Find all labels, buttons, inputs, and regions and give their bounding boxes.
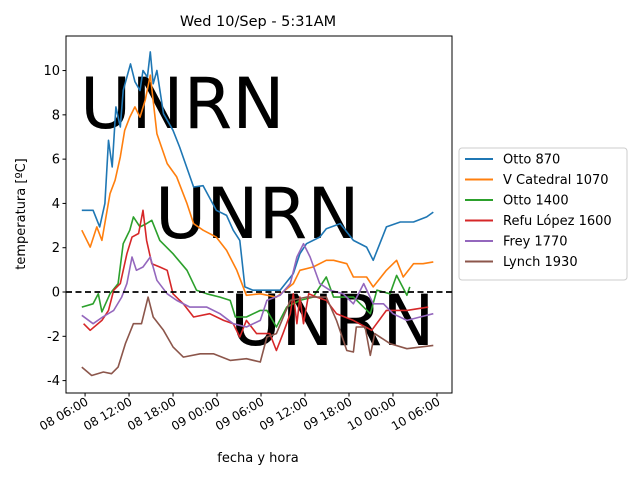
x-tick-label: 09 18:00 [301, 394, 354, 433]
legend-box [458, 147, 628, 281]
chart-title: Wed 10/Sep - 5:31AM [180, 14, 336, 30]
series-line-3 [83, 209, 429, 352]
series-line-0 [81, 51, 434, 292]
series-line-1 [81, 74, 434, 298]
y-tick-label: -4 [47, 374, 60, 389]
x-tick-label: 09 12:00 [257, 394, 310, 433]
x-tick-label: 10 00:00 [345, 394, 398, 433]
x-tick-label: 08 06:00 [37, 394, 90, 433]
y-axis-label: temperatura [ºC] [14, 158, 29, 269]
legend-label: Frey 1770 [503, 235, 568, 250]
watermark-text: UNRN [80, 63, 285, 145]
y-tick-label: 2 [52, 241, 60, 256]
x-axis-label: fecha y hora [217, 451, 298, 466]
y-tick-label: -2 [47, 330, 60, 345]
series-line-5 [81, 296, 434, 377]
y-tick-label: 4 [52, 197, 60, 212]
legend-label: Lynch 1930 [503, 255, 578, 270]
watermark-text: UNRN [155, 173, 360, 255]
legend-label: Otto 1400 [503, 194, 569, 209]
x-tick-label: 09 00:00 [169, 394, 222, 433]
legend: Otto 870 V Catedral 1070 Otto 1400 Refu Lóp… [458, 147, 628, 281]
y-tick-label: 10 [43, 64, 60, 79]
x-tick-label: 10 06:00 [389, 394, 442, 433]
series-line-4 [81, 242, 434, 328]
x-tick-label: 09 06:00 [213, 394, 266, 433]
series-lines [81, 51, 434, 377]
x-tick-label: 08 12:00 [81, 394, 134, 433]
plot-frame [65, 35, 453, 394]
legend-label: Refu López 1600 [503, 214, 612, 229]
y-tick-label: 0 [52, 286, 60, 301]
legend-label: Otto 870 [503, 153, 560, 168]
x-tick-label: 08 18:00 [125, 394, 178, 433]
legend-label: V Catedral 1070 [503, 173, 609, 188]
y-tick-label: 8 [52, 108, 60, 123]
y-axis: -4 -2 0 2 4 6 8 10 [43, 64, 66, 389]
y-tick-label: 6 [52, 153, 60, 168]
